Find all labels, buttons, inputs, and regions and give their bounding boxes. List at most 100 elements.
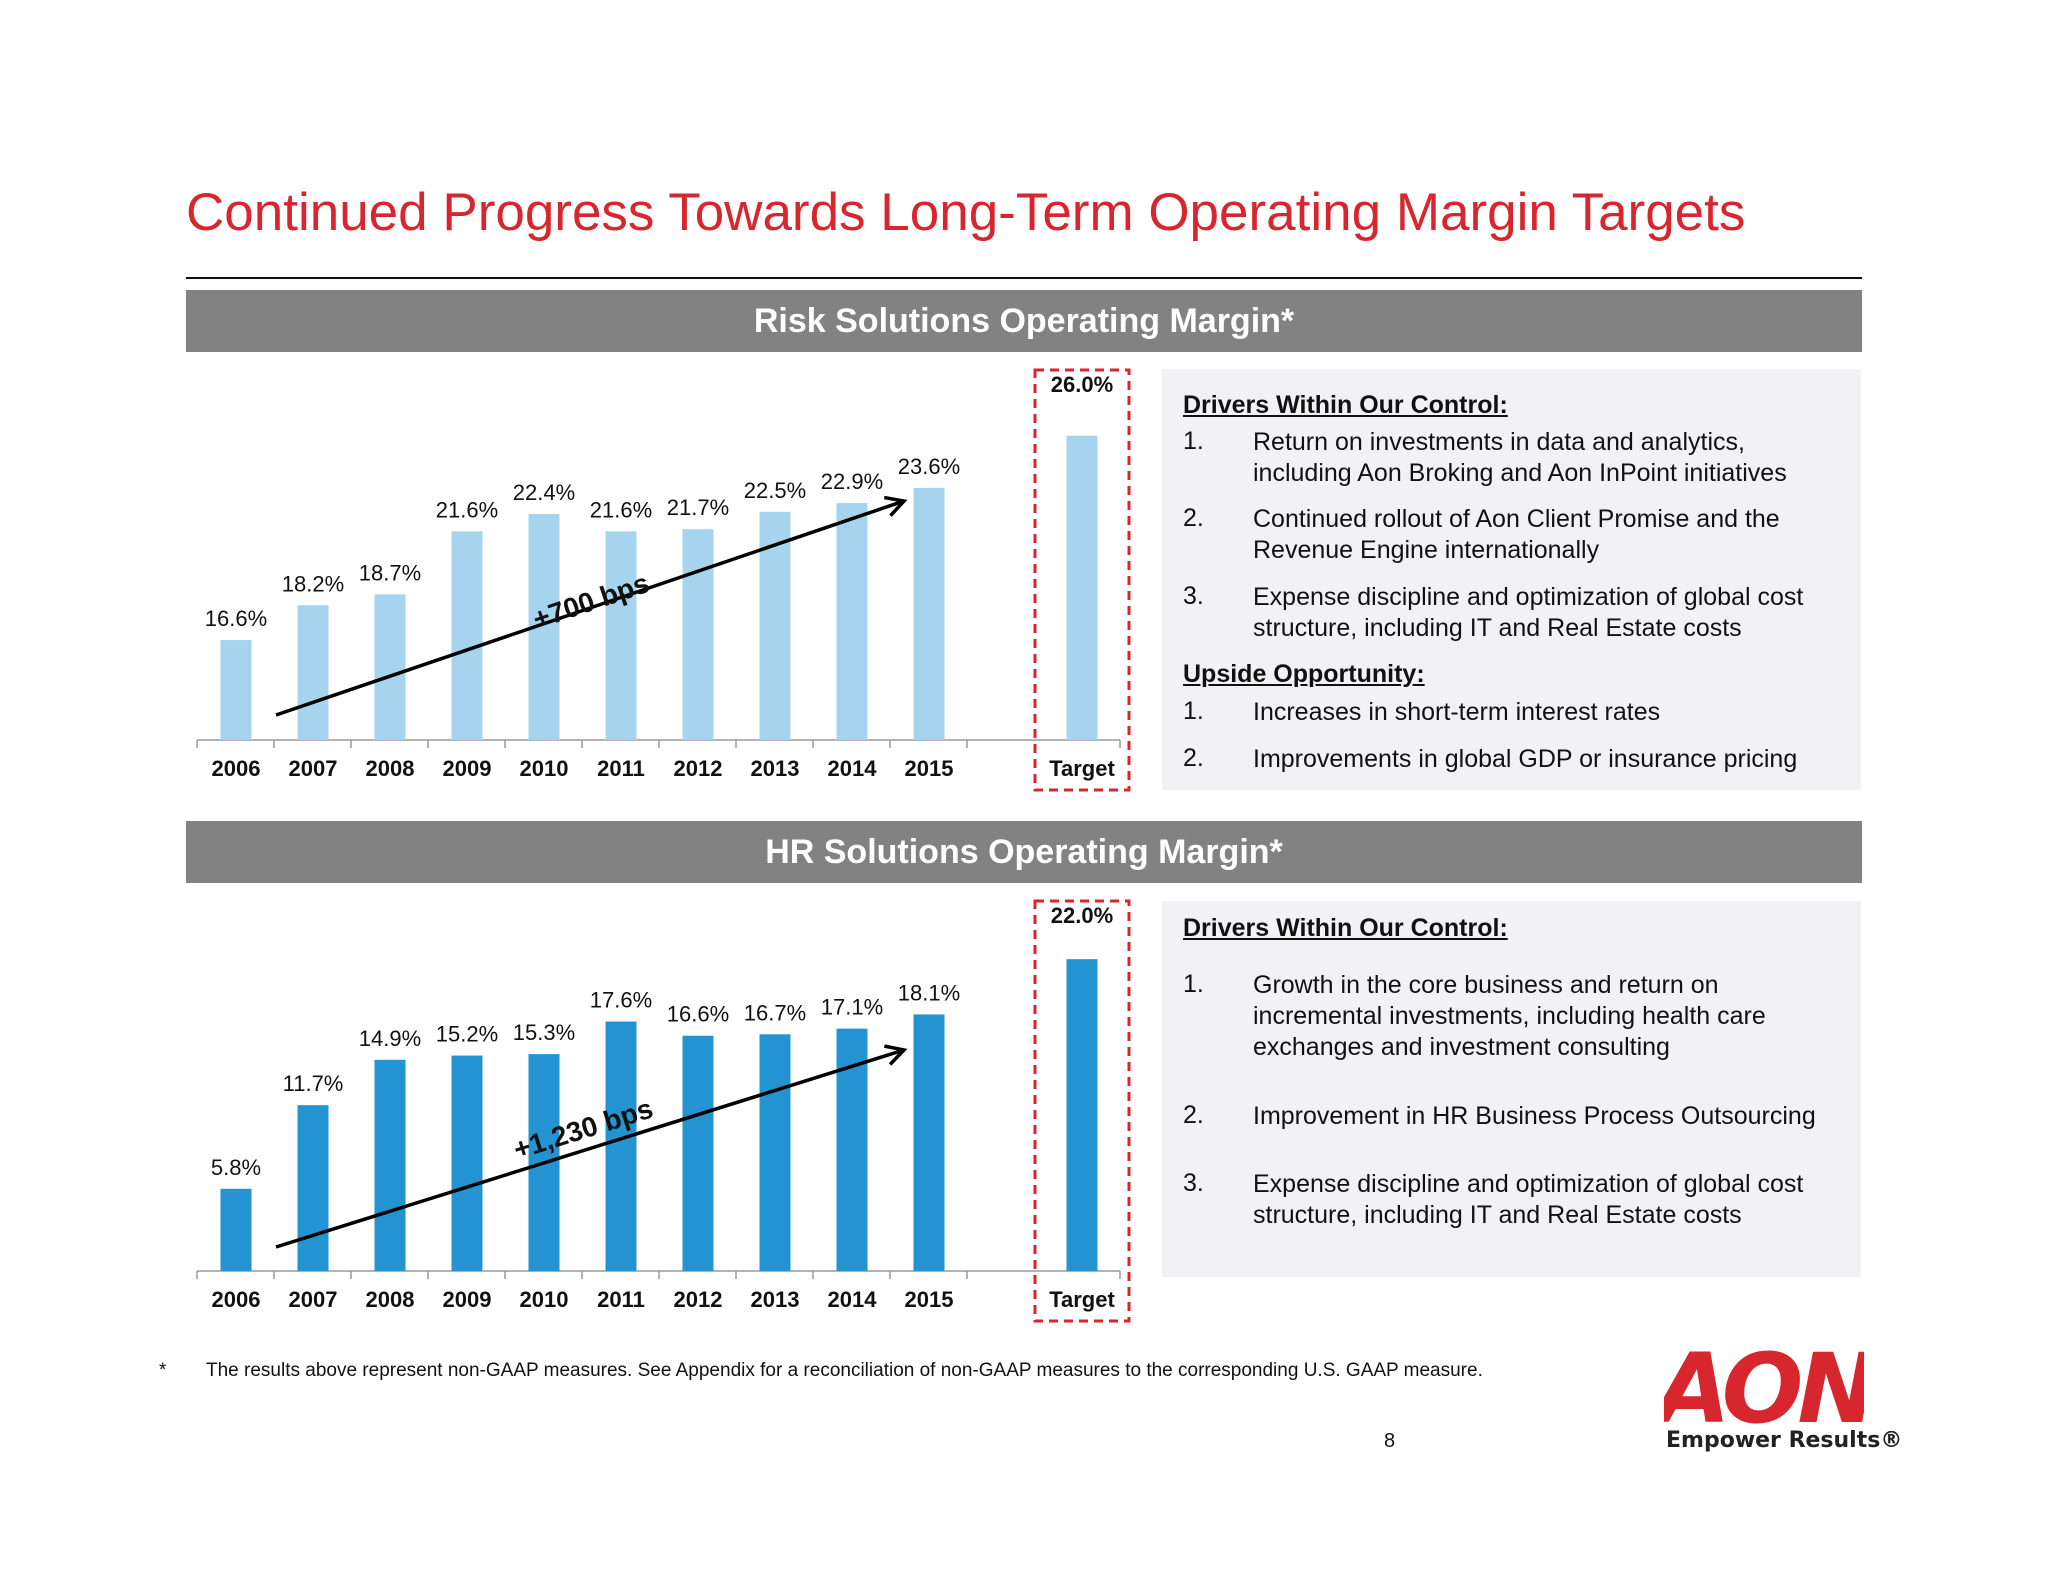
x-tick-label: 2008 [366,1287,415,1312]
upside-item-number: 1. [1183,697,1204,725]
data-label: 26.0% [1051,372,1113,397]
x-tick-label: Target [1049,1287,1115,1312]
aon-logo-text: AON [1664,1333,1864,1445]
data-label: 18.2% [282,571,344,596]
bar [451,1055,483,1271]
aon-logo: AON [1664,1333,1864,1445]
x-tick-label: 2015 [905,1287,954,1312]
data-label: 15.2% [436,1022,498,1047]
data-label: 23.6% [898,454,960,479]
bar [605,531,637,740]
bar [374,1059,406,1271]
hr-driver-number: 1. [1183,970,1204,998]
data-label: 21.6% [590,497,652,522]
bar [220,1188,252,1271]
trend-arrow-head [883,495,908,517]
trend-arrow [275,1048,905,1249]
x-tick-label: 2006 [212,1287,261,1312]
data-label: 5.8% [211,1155,261,1180]
bar [913,1014,945,1271]
data-label: 17.1% [821,995,883,1020]
data-label: 18.1% [898,980,960,1005]
hr-drivers-panel: Drivers Within Our Control: 1. Growth in… [1162,901,1861,1277]
x-tick-label: 2007 [289,1287,338,1312]
bar [836,503,868,740]
page-title: Continued Progress Towards Long-Term Ope… [186,183,1746,242]
data-label: 22.4% [513,480,575,505]
data-label: 21.7% [667,495,729,520]
x-tick-label: 2011 [597,756,645,781]
target-highlight-box [1033,899,1131,1323]
data-label: 17.6% [590,988,652,1013]
data-label: 22.9% [821,469,883,494]
hr-driver-item: Improvement in HR Business Process Outso… [1253,1102,1816,1130]
bar [451,531,483,740]
bar [297,1105,329,1271]
data-label: 22.5% [744,478,806,503]
risk-driver-number: 2. [1183,504,1204,532]
x-tick-label: 2014 [828,1287,878,1312]
x-tick-label: 2013 [751,756,800,781]
x-tick-label: 2009 [443,756,492,781]
risk-driver-item: Continued rollout of Aon Client Promise … [1253,505,1780,564]
data-label: 18.7% [359,560,421,585]
hr-driver-item: Growth in the core business and return o… [1253,971,1766,1061]
risk-driver-number: 1. [1183,427,1204,455]
hr-drivers-heading: Drivers Within Our Control: [1183,914,1508,942]
hr-driver-number: 2. [1183,1101,1204,1129]
risk-chart-title: Risk Solutions Operating Margin* [186,290,1862,352]
x-tick-label: 2011 [597,1287,645,1312]
bar [1066,435,1098,740]
hr-margin-chart: 5.8% 2006 11.7% 2007 14.9% 2008 15.2% 2009 15.3%… [186,893,1136,1329]
trend-arrow [275,499,905,717]
x-tick-label: 2007 [289,756,338,781]
data-label: 22.0% [1051,903,1113,928]
page-number: 8 [1384,1430,1396,1452]
trend-arrow-head [884,1044,908,1066]
bar [682,529,714,740]
risk-driver-number: 3. [1183,582,1204,610]
data-label: 16.6% [667,1002,729,1027]
risk-drivers-heading: Drivers Within Our Control: [1183,391,1508,419]
data-label: 11.7% [283,1071,344,1096]
upside-item: Increases in short-term interest rates [1253,698,1661,726]
target-highlight-box [1033,368,1131,792]
x-tick-label: Target [1049,756,1115,781]
bar [220,640,252,740]
data-label: 21.6% [436,497,498,522]
tagline: Empower Results® [1666,1428,1903,1453]
x-tick-label: 2006 [212,756,261,781]
bar [605,1021,637,1271]
bar [297,605,329,740]
hr-driver-number: 3. [1183,1169,1204,1197]
x-tick-label: 2010 [520,1287,569,1312]
data-label: 16.6% [205,606,267,631]
x-tick-label: 2015 [905,756,954,781]
upside-item: Improvements in global GDP or insurance … [1253,745,1798,773]
bar [1066,959,1098,1271]
bar [913,487,945,740]
x-tick-label: 2008 [366,756,415,781]
hr-driver-item: Expense discipline and optimization of g… [1253,1170,1804,1229]
x-tick-label: 2012 [674,1287,723,1312]
risk-margin-chart-svg: 16.6% 2006 18.2% 2007 18.7% 2008 21.6% 2009 22.4… [196,368,1131,792]
risk-driver-item: Return on investments in data and analyt… [1253,428,1787,487]
bar [759,1034,791,1271]
risk-drivers-panel: Drivers Within Our Control: 1. Return on… [1162,369,1861,790]
data-label: 16.7% [744,1000,806,1025]
bar [682,1035,714,1271]
data-label: 15.3% [513,1020,575,1045]
hr-margin-chart-svg: 5.8% 2006 11.7% 2007 14.9% 2008 15.2% 2009 15.3%… [196,899,1131,1323]
risk-margin-chart: 16.6% 2006 18.2% 2007 18.7% 2008 21.6% 2009 22.4… [186,362,1136,798]
upside-opportunity-heading: Upside Opportunity: [1183,660,1425,688]
risk-driver-item: Expense discipline and optimization of g… [1253,583,1804,642]
footnote-marker: * [159,1360,167,1381]
x-tick-label: 2014 [828,756,878,781]
x-tick-label: 2009 [443,1287,492,1312]
footnote: The results above represent non-GAAP mea… [206,1360,1483,1381]
hr-chart-title: HR Solutions Operating Margin* [186,821,1862,883]
x-tick-label: 2012 [674,756,723,781]
data-label: 14.9% [359,1026,421,1051]
x-tick-label: 2013 [751,1287,800,1312]
